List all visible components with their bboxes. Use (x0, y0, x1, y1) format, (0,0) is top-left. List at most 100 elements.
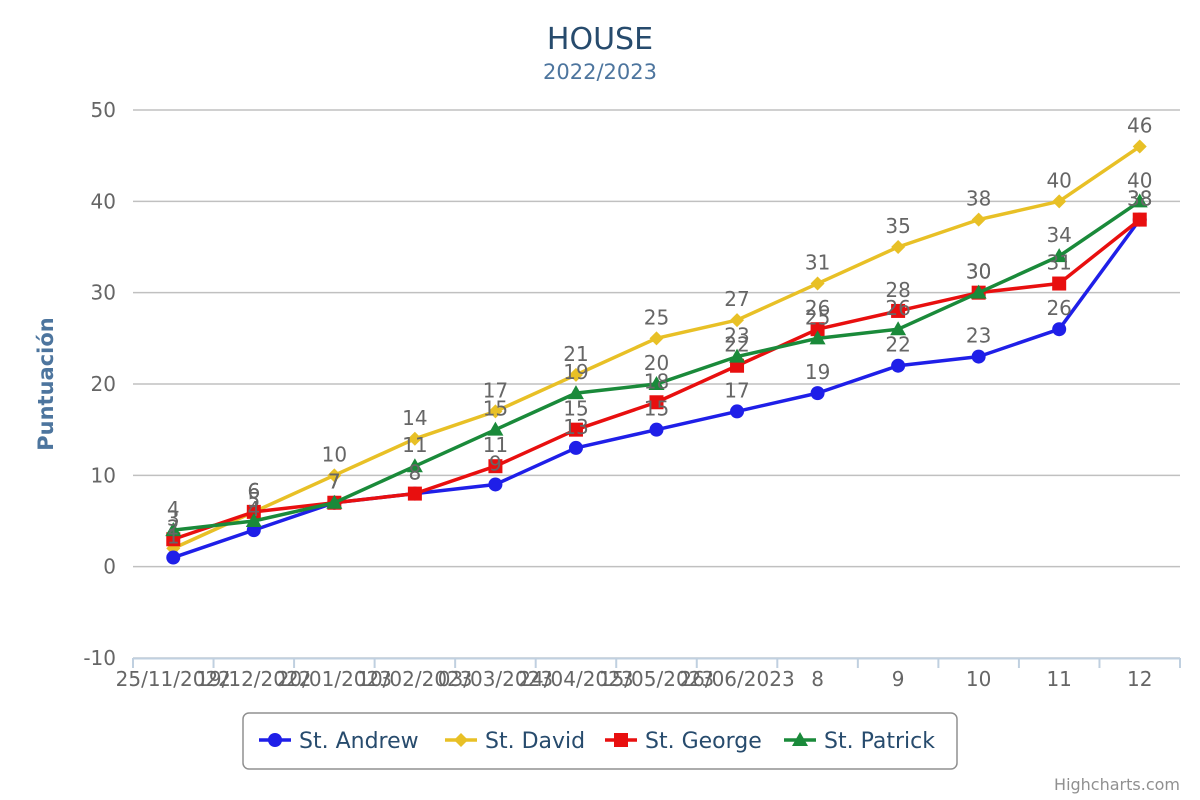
data-point (730, 404, 745, 419)
legend-marker (614, 733, 628, 747)
data-point (809, 330, 826, 345)
data-point (730, 313, 745, 328)
x-tick-label: 03/03/2023 (438, 667, 553, 691)
data-label: 5 (247, 488, 260, 512)
legend-marker (268, 733, 282, 747)
data-label: 1 (167, 525, 180, 549)
data-point (488, 477, 503, 492)
data-point (568, 422, 583, 437)
data-label: 46 (1127, 114, 1152, 138)
data-point (1052, 322, 1067, 337)
data-point (407, 431, 422, 446)
data-label: 17 (724, 378, 749, 402)
data-label: 17 (483, 378, 508, 402)
data-label: 30 (966, 260, 991, 284)
data-label: 30 (966, 260, 991, 284)
y-tick-label: 30 (91, 281, 116, 305)
x-tick-label: 9 (892, 667, 905, 691)
data-label: 15 (563, 397, 588, 421)
data-label: 2 (167, 515, 180, 539)
legend-label: St. George (645, 729, 762, 754)
y-tick-label: -10 (83, 646, 116, 670)
data-label: 38 (1127, 187, 1152, 211)
x-tick-label: 12 (1127, 667, 1152, 691)
data-label: 9 (489, 451, 502, 475)
x-axis: 25/11/202219/12/202220/01/202310/02/2023… (116, 657, 1181, 691)
series-group (165, 139, 1148, 565)
legend-label: St. David (485, 729, 585, 754)
data-label: 23 (966, 324, 991, 348)
x-tick-label: 26/06/2023 (679, 667, 794, 691)
data-point (1052, 194, 1067, 209)
data-point (406, 458, 423, 473)
data-label: 19 (563, 360, 588, 384)
data-point (971, 212, 986, 227)
data-label: 6 (247, 479, 260, 503)
x-tick-label: 11 (1046, 667, 1071, 691)
data-point (246, 504, 261, 519)
data-label: 26 (885, 296, 910, 320)
data-point (649, 331, 664, 346)
data-label: 25 (805, 305, 830, 329)
data-point (970, 284, 987, 299)
data-point (567, 385, 584, 400)
data-label: 27 (724, 287, 749, 311)
data-label: 38 (966, 187, 991, 211)
data-point (729, 348, 746, 363)
legend-label: St. Patrick (824, 729, 935, 754)
data-label: 23 (724, 324, 749, 348)
chart-subtitle: 2022/2023 (543, 60, 657, 84)
data-label: 15 (644, 397, 669, 421)
legend-item[interactable]: St. Patrick (784, 729, 935, 754)
data-label: 21 (563, 342, 588, 366)
data-point (487, 421, 504, 436)
legend-label: St. Andrew (299, 729, 419, 754)
chart-title: HOUSE (547, 22, 653, 57)
data-point (1131, 193, 1148, 208)
data-label: 15 (483, 397, 508, 421)
data-label: 11 (402, 433, 427, 457)
data-label: 19 (805, 360, 830, 384)
data-point (810, 322, 825, 337)
data-label: 34 (1046, 223, 1071, 247)
legend-marker (454, 733, 468, 747)
data-point (891, 240, 906, 254)
data-label: 26 (805, 296, 830, 320)
data-point (326, 494, 343, 509)
x-tick-label: 10/02/2023 (357, 667, 472, 691)
x-tick-label: 25/11/2022 (116, 667, 231, 691)
data-point (488, 404, 503, 419)
x-tick-label: 24/04/2023 (518, 667, 633, 691)
data-label: 38 (1127, 187, 1152, 211)
data-label: 31 (805, 251, 830, 275)
data-point (166, 550, 181, 565)
legend-marker (792, 732, 808, 746)
data-point (891, 303, 906, 318)
data-label: 28 (885, 278, 910, 302)
data-label: 26 (1046, 296, 1071, 320)
data-point (810, 276, 825, 291)
data-point (245, 513, 262, 527)
data-point (971, 349, 986, 364)
data-label: 22 (885, 333, 910, 357)
data-point (810, 386, 825, 401)
legend-item[interactable]: St. Andrew (259, 729, 419, 754)
data-point (1132, 212, 1147, 227)
series-st-patrick (165, 193, 1148, 537)
data-label: 8 (409, 461, 422, 485)
data-point (568, 440, 583, 455)
data-point (1051, 248, 1068, 263)
credits[interactable]: Highcharts.com (1054, 775, 1180, 794)
data-point (648, 376, 665, 390)
legend-item[interactable]: St. George (605, 729, 762, 754)
y-tick-label: 10 (91, 463, 116, 487)
x-tick-label: 15/05/2023 (599, 667, 714, 691)
data-label: 14 (402, 406, 427, 430)
data-label: 22 (724, 333, 749, 357)
legend: St. Andrew St. David St. George St. Patrick (242, 712, 958, 770)
legend-item[interactable]: St. David (445, 729, 585, 754)
x-tick-label: 20/01/2023 (277, 667, 392, 691)
y-tick-label: 50 (91, 98, 116, 122)
